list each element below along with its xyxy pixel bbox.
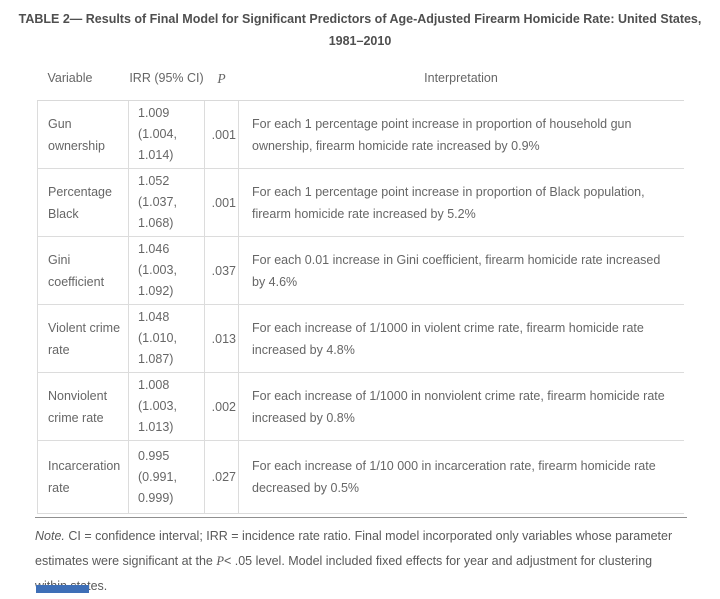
table-row: Gini coefficient 1.046 (1.003, 1.092) .0…	[37, 236, 684, 305]
column-header-interpretation: Interpretation	[238, 57, 684, 101]
table-row: Incarceration rate 0.995 (0.991, 0.999) …	[37, 440, 684, 514]
cutoff-blue-element[interactable]	[36, 585, 89, 593]
variable-cell: Percentage Black	[37, 168, 129, 237]
irr-cell: 1.008 (1.003, 1.013)	[128, 372, 205, 441]
interpretation-cell: For each increase of 1/1000 in violent c…	[238, 304, 684, 373]
note-label: Note.	[35, 529, 65, 543]
variable-cell: Incarceration rate	[37, 440, 129, 514]
results-table: Variable IRR (95% CI) P Interpretation G…	[37, 57, 684, 514]
table-row: Violent crime rate 1.048 (1.010, 1.087) …	[37, 304, 684, 373]
p-value-cell: .037	[204, 236, 239, 305]
p-value-cell: .027	[204, 440, 239, 514]
p-value-cell: .001	[204, 100, 239, 169]
irr-cell: 1.052 (1.037, 1.068)	[128, 168, 205, 237]
column-header-variable: Variable	[37, 57, 129, 101]
interpretation-cell: For each 1 percentage point increase in …	[238, 100, 684, 169]
interpretation-cell: For each increase of 1/1000 in nonviolen…	[238, 372, 684, 441]
table-title: TABLE 2— Results of Final Model for Sign…	[18, 12, 702, 48]
interpretation-cell: For each 0.01 increase in Gini coefficie…	[238, 236, 684, 305]
irr-cell: 1.009 (1.004, 1.014)	[128, 100, 205, 169]
variable-cell: Violent crime rate	[37, 304, 129, 373]
table-note: Note. CI = confidence interval; IRR = in…	[35, 517, 687, 599]
column-header-p: P	[204, 57, 239, 101]
note-p-symbol: P	[216, 554, 224, 568]
p-value-cell: .001	[204, 168, 239, 237]
irr-cell: 1.048 (1.010, 1.087)	[128, 304, 205, 373]
header-row: Variable IRR (95% CI) P Interpretation	[37, 57, 684, 101]
irr-cell: 1.046 (1.003, 1.092)	[128, 236, 205, 305]
note-text-1: CI = confidence interval; IRR = incidenc…	[35, 529, 673, 568]
table-row: Percentage Black 1.052 (1.037, 1.068) .0…	[37, 168, 684, 237]
table-row: Nonviolent crime rate 1.008 (1.003, 1.01…	[37, 372, 684, 441]
interpretation-cell: For each 1 percentage point increase in …	[238, 168, 684, 237]
column-header-irr: IRR (95% CI)	[128, 57, 205, 101]
variable-cell: Gun ownership	[37, 100, 129, 169]
interpretation-cell: For each increase of 1/10 000 in incarce…	[238, 440, 684, 514]
table-row: Gun ownership 1.009 (1.004, 1.014) .001 …	[37, 100, 684, 169]
variable-cell: Gini coefficient	[37, 236, 129, 305]
p-value-cell: .002	[204, 372, 239, 441]
irr-cell: 0.995 (0.991, 0.999)	[128, 440, 205, 514]
variable-cell: Nonviolent crime rate	[37, 372, 129, 441]
p-value-cell: .013	[204, 304, 239, 373]
